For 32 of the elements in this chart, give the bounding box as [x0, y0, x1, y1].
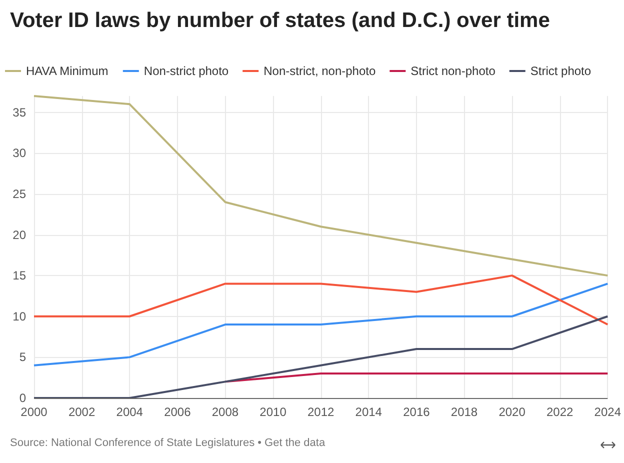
- y-tick-label: 5: [19, 350, 26, 364]
- x-tick-label: 2022: [546, 405, 574, 419]
- x-tick-label: 2000: [20, 405, 48, 419]
- legend-label: Strict photo: [530, 64, 592, 78]
- line-series: [33, 95, 609, 277]
- legend-label: Non-strict, non-photo: [264, 64, 376, 78]
- x-tick-label: 2018: [450, 405, 478, 419]
- y-tick-label: 15: [12, 268, 26, 283]
- y-tick-label: 35: [12, 105, 26, 120]
- y-tick-label: 10: [12, 309, 26, 324]
- x-tick-label: 2014: [355, 405, 382, 419]
- y-tick-label: 0: [19, 391, 26, 405]
- y-tick-label: 20: [12, 228, 26, 242]
- legend-label: Non-strict photo: [144, 64, 229, 78]
- x-tick-label: 2002: [68, 405, 96, 419]
- x-tick-label: 2012: [307, 405, 334, 419]
- x-tick-label: 2006: [164, 405, 192, 419]
- line-series: [33, 274, 609, 326]
- source-note: Source: National Conference of State Legislatures • Get the data: [10, 437, 326, 449]
- x-tick-label: 2016: [403, 405, 430, 419]
- line-series: [33, 315, 609, 399]
- legend-label: HAVA Minimum: [26, 64, 108, 78]
- x-tick-label: 2004: [116, 405, 144, 419]
- legend-label: Strict non-photo: [410, 64, 496, 78]
- y-tick-label: 30: [12, 146, 26, 160]
- x-tick-label: 2020: [498, 405, 526, 419]
- line-series: [33, 282, 609, 366]
- y-tick-label: 25: [12, 186, 26, 201]
- x-tick-label: 2008: [212, 405, 239, 419]
- chart-title: Voter ID laws by number of states (and D.C.) over time: [10, 8, 551, 34]
- x-tick-label: 2024: [594, 405, 622, 419]
- x-tick-label: 2010: [260, 405, 287, 419]
